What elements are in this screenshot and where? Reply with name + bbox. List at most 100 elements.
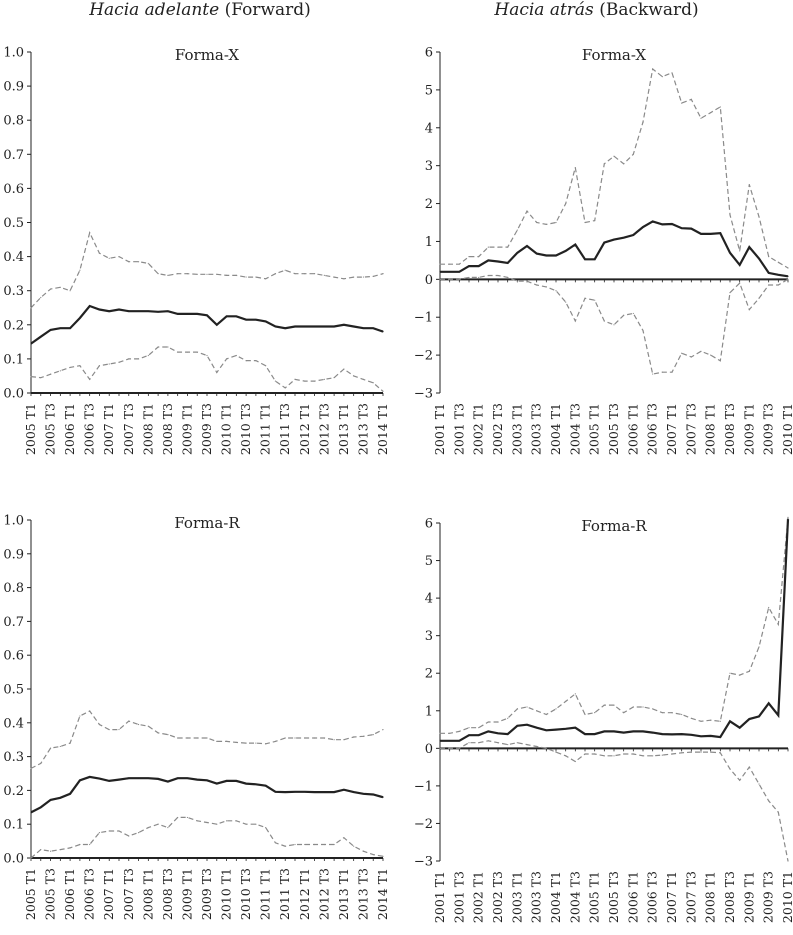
data-point-central [623,237,625,239]
data-point-upper [167,274,169,276]
data-point-upper [274,273,277,275]
x-tick-label: 2008 T3 [160,868,175,920]
data-point-central [439,271,441,273]
data-point-central [768,272,770,274]
y-tick-label: 1.0 [3,514,24,529]
y-tick-label: 0.7 [3,148,24,163]
data-point-central [545,729,547,731]
x-tick-label: 2009 T1 [179,868,194,920]
data-point-lower [343,837,345,839]
data-point-central [642,730,644,733]
y-tick-label: 0.9 [3,547,24,562]
data-point-lower [565,301,567,303]
data-point-lower [710,354,712,356]
data-point-lower [30,857,32,859]
data-point-lower [304,380,306,382]
data-point-upper [661,712,663,714]
data-point-upper [255,742,257,744]
data-point-lower [507,743,509,746]
data-point-upper [118,256,120,258]
data-point-central [497,732,499,734]
data-point-upper [545,713,547,716]
data-point-central [118,308,120,311]
x-tick-label: 2009 T3 [761,871,776,923]
data-point-central [632,730,634,733]
x-tick-label: 2005 T3 [606,871,621,923]
y-tick-label: −3 [414,387,433,402]
y-tick-label: −3 [414,855,433,870]
chart-forward-forma-r: Forma-R 0.0 0.1 0.2 0.3 0.4 0.5 0.6 0.7 0.8 0.9 1.0… [3,514,390,921]
data-point-lower [458,747,460,749]
data-point-lower [177,816,179,819]
data-point-lower [739,779,741,781]
data-point-central [30,342,32,345]
chart-title: Forma-X [175,46,239,64]
y-tick-label: 0.3 [3,284,24,299]
data-point-lower [294,378,296,380]
data-point-central [157,778,159,780]
data-point-central [89,776,91,778]
data-point-lower [565,755,567,757]
data-point-lower [313,380,316,382]
data-point-lower [584,753,586,755]
header-forward-plain: (Forward) [224,0,311,20]
x-tick-label: 2008 T3 [160,403,175,455]
series-line-upper [440,67,789,269]
data-point-central [632,234,634,236]
data-point-upper [468,256,470,258]
chart-backward-forma-r: Forma-R −3 −2 −1 0 1 2 3 4 5 6 2001 T1 2001 T3 2002 T… [414,517,793,924]
chart-title: Forma-R [174,514,240,532]
data-point-lower [108,363,110,365]
y-tick-label: 6 [425,517,433,532]
x-tick-label: 2007 T3 [121,403,136,455]
series-line-upper [30,230,384,309]
data-point-central [748,246,750,248]
x-tick-label: 2010 T1 [219,403,234,455]
data-point-upper [777,623,779,625]
data-point-central [30,811,32,813]
x-tick-label: 2007 T1 [101,403,116,455]
data-point-central [536,727,538,729]
x-tick-label: 2009 T1 [741,871,756,923]
data-point-central [274,325,277,328]
data-point-lower [603,755,605,757]
data-point-upper [777,261,779,263]
data-point-upper [79,715,81,717]
data-point-lower [497,274,499,277]
data-point-central [79,779,81,781]
data-point-upper [89,232,91,234]
data-point-upper [304,273,306,275]
data-point-central [89,305,91,307]
header-backward-italic: Hacia atrás [494,0,594,20]
x-tick-label: 2010 T1 [780,403,793,455]
data-point-lower [323,843,325,846]
x-tick-label: 2009 T3 [199,868,214,920]
data-point-lower [206,354,208,357]
column-header-backward: Hacia atrás (Backward) [400,0,793,20]
data-point-upper [526,210,528,212]
data-point-upper [729,672,731,674]
data-point-lower [49,850,52,852]
x-tick-label: 2001 T3 [451,871,466,923]
data-point-upper [536,221,538,224]
data-point-upper [69,742,71,744]
data-point-central [216,783,218,785]
data-point-lower [372,382,374,384]
data-point-upper [40,762,42,764]
data-point-central [516,725,518,727]
data-point-lower [137,358,140,360]
data-point-upper [30,307,32,309]
data-point-upper [642,121,644,123]
data-point-lower [758,297,760,299]
data-point-central [372,327,374,329]
data-point-upper [206,273,208,275]
data-point-lower [265,826,267,829]
data-point-upper [225,740,228,742]
data-point-lower [245,823,247,825]
series-line-lower [30,816,384,859]
data-point-central [265,320,267,322]
x-tick-label: 2007 T3 [683,403,698,455]
data-point-lower [382,390,384,392]
data-point-central [507,733,509,735]
y-tick-label: 1 [425,235,433,250]
